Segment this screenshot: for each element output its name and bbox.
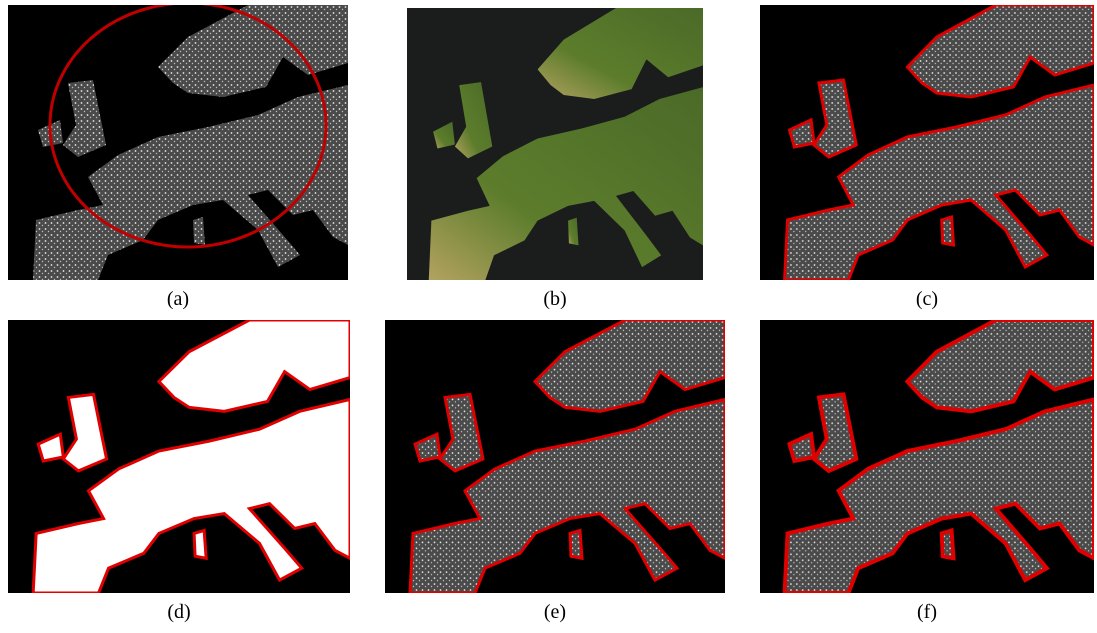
- panel-image: [8, 5, 348, 280]
- figure-page: (a)(b)(c)(d)(e)(f) (() => { const data =…: [0, 0, 1097, 633]
- panel-caption: (c): [760, 288, 1094, 311]
- panel-image: [407, 8, 703, 280]
- panel-image: [8, 320, 350, 593]
- panel-caption: (d): [8, 601, 350, 624]
- panel-caption: (f): [760, 601, 1094, 624]
- panel-caption: (e): [385, 601, 725, 624]
- panel-caption: (a): [8, 288, 348, 311]
- panel-image: [385, 320, 725, 593]
- panel-image: [760, 320, 1094, 593]
- panel-caption: (b): [407, 288, 703, 311]
- panel-image: [760, 5, 1094, 280]
